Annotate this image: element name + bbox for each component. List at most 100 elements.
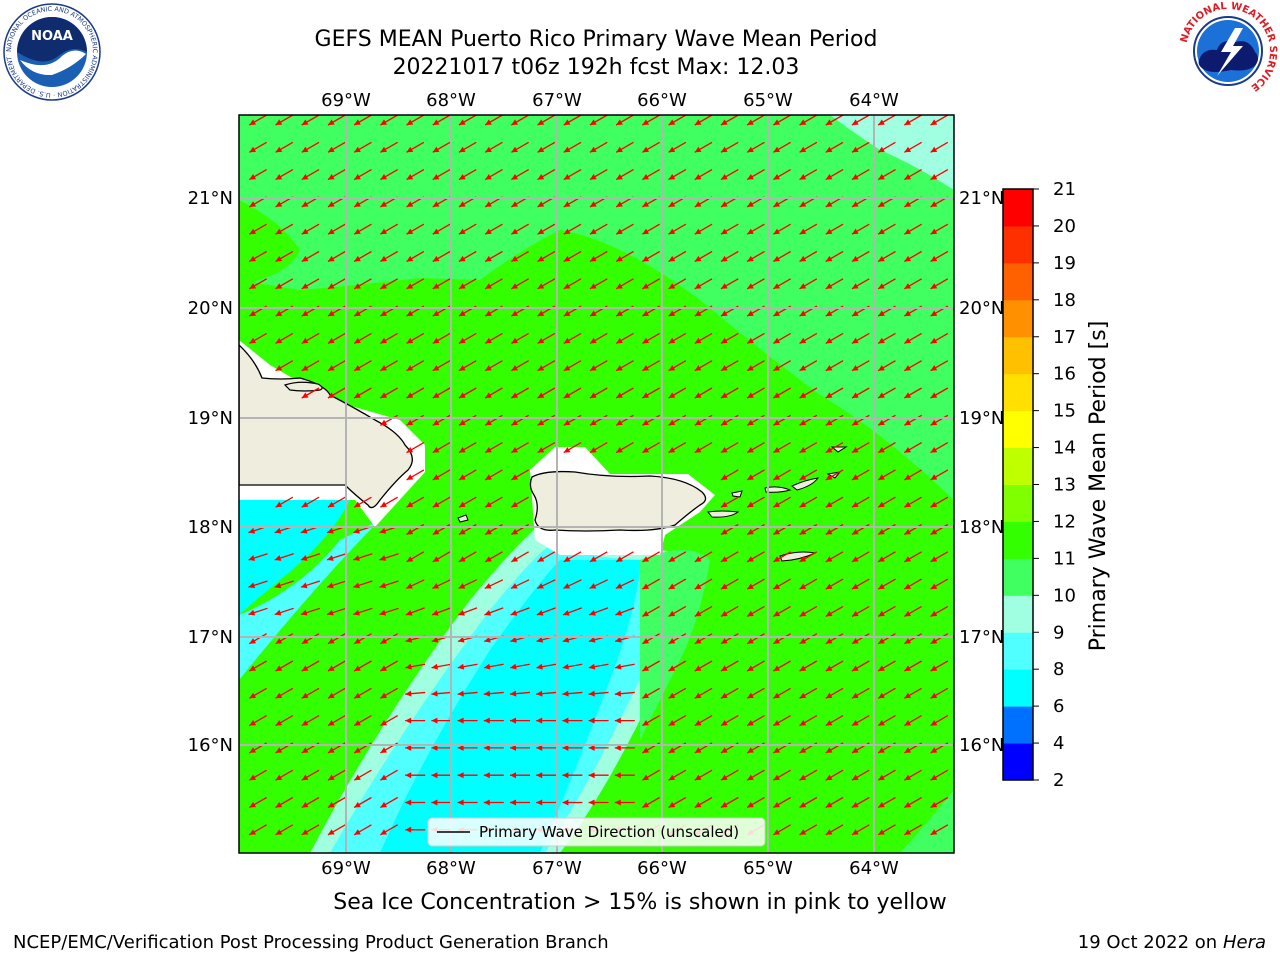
wave-arrow-head [773,255,781,262]
wave-arrow-head [537,337,545,344]
wave-arrow-head [511,556,519,562]
wave-arrow-head [301,201,309,207]
wave-arrow-head [799,474,807,480]
wave-arrow-head [483,690,491,697]
colorbar-tick-label: 20 [1053,216,1076,237]
wave-arrow-head [642,419,650,426]
lon-label-bottom: 68°W [426,858,476,879]
wave-arrow-head [930,255,938,262]
wave-arrow-head [327,392,335,398]
wave-arrow-head [484,609,492,616]
wave-arrow-head [904,692,912,699]
vieques-island [707,510,740,518]
wave-arrow-head [930,501,938,508]
wave-arrow-head [380,174,388,180]
wave-arrow-head [406,119,414,125]
wave-arrow-head [380,720,388,726]
wave-arrow-head [406,392,414,398]
wave-arrow-head [485,337,492,344]
wave-arrow-head [694,556,702,562]
wave-arrow-head [458,419,466,426]
wave-arrow-head [301,829,309,835]
wave-arrow-head [249,774,257,781]
wave-arrow-head [327,582,334,589]
wave-arrow-head [432,337,440,344]
wave-arrow-head [878,801,885,808]
wave-arrow-head [300,609,308,616]
wave-arrow-head [720,255,728,262]
wave-arrow-head [432,283,440,289]
wave-arrow-head [799,556,807,562]
wave-arrow-head [406,583,413,589]
wave-arrow-head [799,528,807,535]
colorbar-segment [1003,299,1033,338]
wave-arrow-head [275,747,283,753]
wave-arrow-head [642,174,650,180]
wave-arrow-head [485,174,492,180]
wave-arrow-head [537,447,545,453]
wave-arrow-head [249,283,257,289]
wave-arrow-head [668,146,676,153]
wave-arrow-head [668,692,676,699]
wave-arrow-head [563,447,571,453]
lon-label-bottom: 69°W [321,858,371,879]
wave-arrow-head [431,799,438,806]
wave-arrow-head [405,690,412,697]
wave-arrow-head [642,255,650,262]
wave-arrow-head [589,228,597,235]
footer-date-text: 19 Oct 2022 on [1077,932,1218,953]
wave-arrow-head [406,201,414,207]
wave-arrow-head [537,583,544,589]
wave-arrow-head [354,392,361,398]
wave-arrow-head [773,610,781,617]
wave-arrow-head [878,337,885,344]
wave-arrow-head [432,255,440,262]
wave-arrow-head [747,146,754,153]
wave-arrow-head [878,310,885,317]
wave-arrow-head [457,772,464,779]
wave-arrow-head [458,146,466,153]
wave-arrow-head [275,774,283,781]
wave-arrow-head [799,610,807,617]
wave-arrow-head [380,283,388,289]
wave-arrow-head [380,774,388,781]
wave-arrow-head [720,692,728,699]
wave-arrow-head [537,365,545,371]
wave-arrow-head [904,665,912,671]
wave-arrow-head [614,717,621,724]
wave-arrow-head [275,692,283,699]
wave-arrow-head [458,255,466,262]
period-6-8-core [380,560,640,853]
wave-arrow-head [511,283,519,289]
wave-arrow-head [878,610,885,617]
lon-label-bottom: 65°W [743,858,793,879]
period-10-11-patch-south [640,550,710,740]
wave-arrow-head [668,228,676,235]
colorbar-segment [1003,336,1033,375]
wave-arrow-head [825,392,833,398]
wave-arrow-head [614,799,621,806]
wave-arrow-head [536,744,543,751]
wave-arrow-head [720,283,728,289]
wave-arrow-head [799,119,807,125]
wave-arrow-head [301,801,309,808]
wave-arrow-head [904,201,912,207]
wave-arrow-head [327,310,335,317]
wave-arrow-head [720,146,728,153]
wave-arrow-head [773,829,781,835]
wave-arrow-head [773,119,781,125]
wave-arrow-head [799,201,807,207]
wave-arrow-head [642,583,650,590]
wave-arrow-head [878,501,885,508]
wave-arrow-head [406,556,414,562]
colorbar-tick-label: 8 [1053,659,1064,680]
wave-arrow-head [642,119,650,125]
wave-arrow-head [694,419,702,426]
wave-arrow-head [878,447,885,453]
wave-arrow-head [747,119,754,125]
wave-arrow-head [773,174,781,180]
wave-arrow-head [327,747,335,753]
wave-arrow-head [773,337,781,344]
wave-arrow-head [773,310,781,317]
